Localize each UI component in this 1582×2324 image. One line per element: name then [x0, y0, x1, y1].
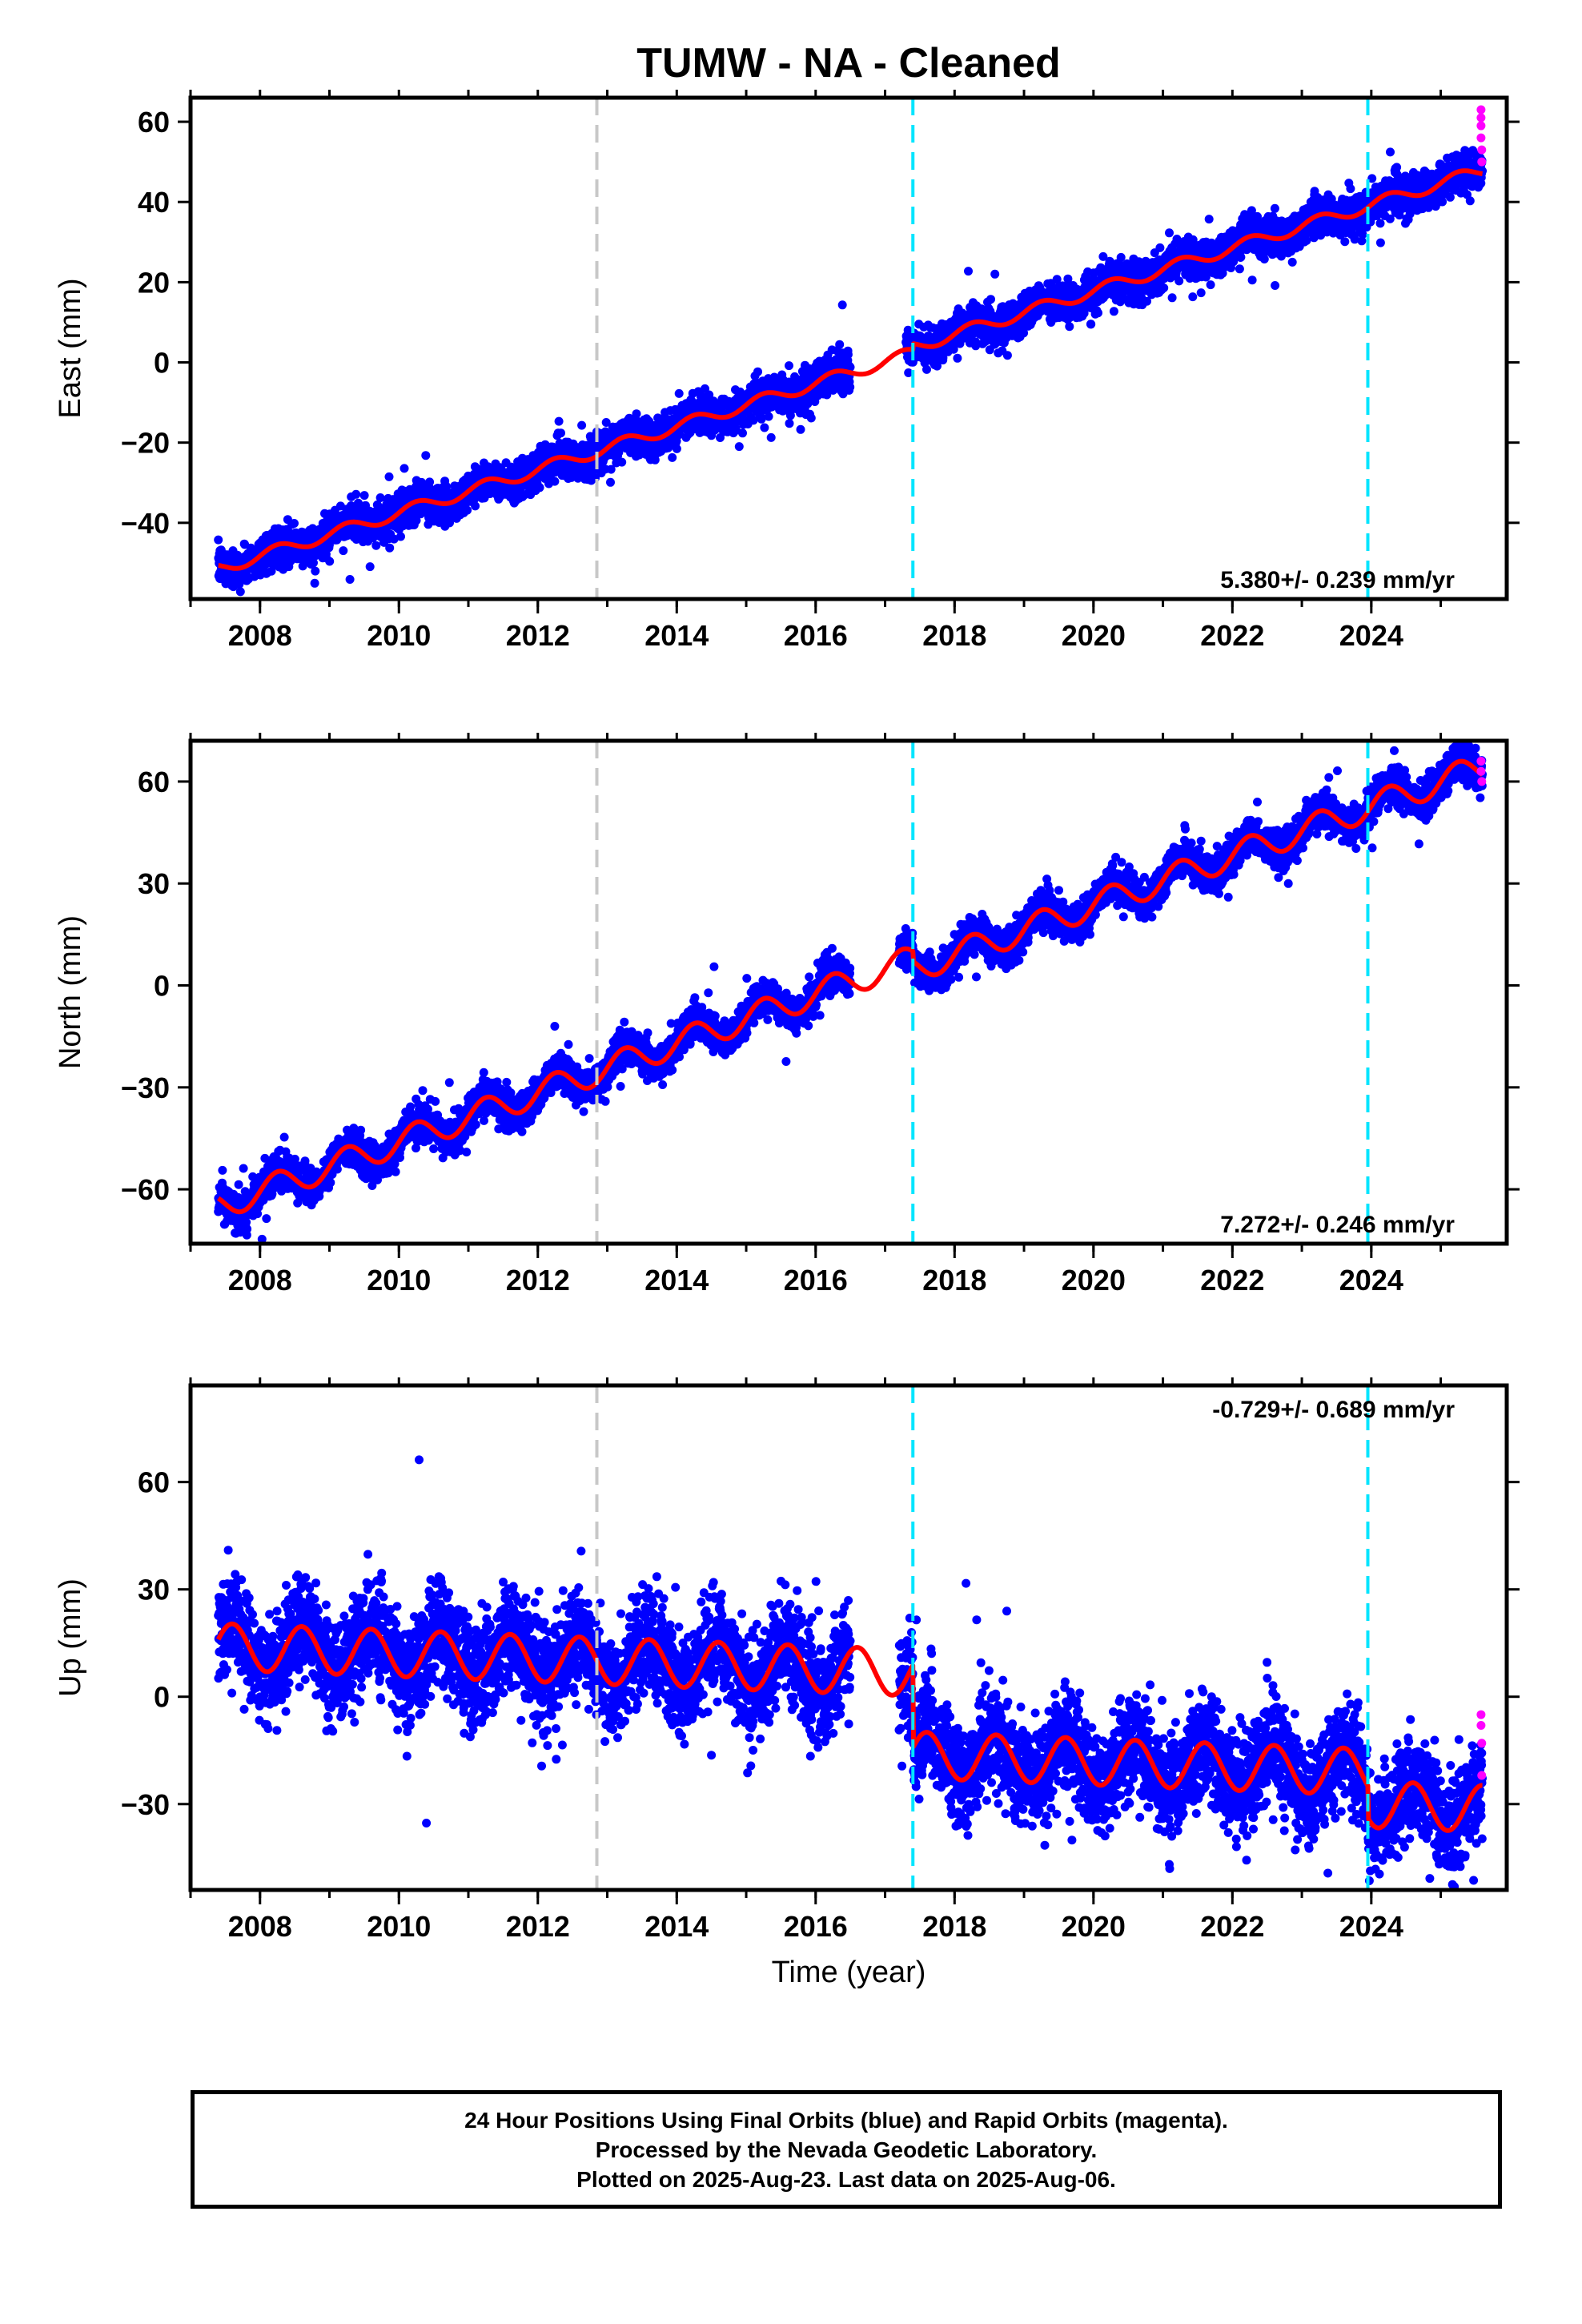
data-point	[550, 476, 560, 486]
data-point	[345, 575, 355, 584]
data-point	[766, 432, 776, 442]
data-point	[311, 566, 320, 576]
data-point	[445, 518, 454, 528]
data-point	[1206, 280, 1215, 290]
data-point	[1167, 293, 1177, 303]
data-point	[339, 546, 348, 556]
data-point	[365, 562, 375, 572]
data-point	[535, 483, 544, 493]
figure: TUMW - NA - Cleaned 2008 2010 2012 2014 2016…	[54, 40, 1520, 1989]
data-point	[753, 367, 762, 376]
data-point	[400, 464, 409, 473]
data-point	[990, 269, 1000, 279]
data-point	[986, 295, 995, 304]
data-point	[1159, 283, 1169, 292]
data-point	[290, 519, 299, 528]
data-point	[1065, 322, 1074, 332]
data-point	[309, 558, 318, 568]
data-point	[384, 472, 394, 481]
data-point	[1155, 243, 1165, 252]
data-point	[1165, 228, 1174, 238]
data-point	[1188, 292, 1198, 302]
data-point	[617, 457, 627, 467]
data-point	[351, 489, 361, 499]
data-point	[471, 501, 480, 511]
data-point	[837, 300, 847, 310]
data-point	[606, 477, 615, 487]
data-point	[672, 444, 681, 453]
data-point	[554, 416, 564, 426]
chart-title: TUMW - NA - Cleaned	[636, 40, 1061, 86]
data-point	[385, 543, 395, 553]
data-point	[796, 424, 805, 434]
data-point	[674, 388, 684, 398]
data-point	[1204, 215, 1214, 224]
data-point	[1174, 276, 1184, 286]
data-point	[421, 451, 431, 460]
data-point	[235, 580, 244, 589]
data-point	[845, 382, 855, 392]
data-point	[734, 442, 744, 452]
data-point	[806, 413, 816, 423]
data-point	[1002, 351, 1012, 360]
data-point	[843, 350, 853, 360]
data-point	[953, 353, 962, 363]
data-point	[396, 532, 405, 541]
data-point	[235, 587, 245, 597]
data-point	[412, 516, 421, 525]
data-point	[1086, 320, 1096, 329]
data-point	[964, 267, 973, 276]
data-point	[425, 477, 435, 487]
data-point	[760, 423, 769, 432]
data-point	[371, 541, 381, 550]
data-point	[442, 482, 452, 491]
data-point	[214, 535, 223, 545]
data-point	[463, 505, 472, 515]
plot-area	[214, 105, 1487, 597]
panel-east: 2008 2010 2012 2014 2016 2018 2020 2022 2024−40−…	[54, 90, 1520, 652]
data-point	[738, 428, 747, 438]
data-point	[764, 412, 773, 421]
data-point	[1109, 307, 1118, 316]
data-point	[1196, 288, 1206, 298]
data-point	[922, 364, 931, 374]
data-point	[310, 578, 319, 588]
panels: 2008 2010 2012 2014 2016 2018 2020 2022 2024−40−…	[54, 90, 1520, 1989]
data-point	[267, 566, 276, 576]
data-point	[835, 340, 845, 349]
data-point	[785, 419, 794, 428]
data-point	[389, 534, 399, 544]
data-point	[577, 420, 587, 430]
data-point	[668, 452, 677, 462]
data-point	[359, 491, 369, 501]
data-point	[325, 557, 335, 566]
data-point	[556, 428, 565, 438]
data-point	[785, 361, 793, 371]
data-point	[1094, 308, 1102, 318]
data-point	[375, 493, 385, 502]
